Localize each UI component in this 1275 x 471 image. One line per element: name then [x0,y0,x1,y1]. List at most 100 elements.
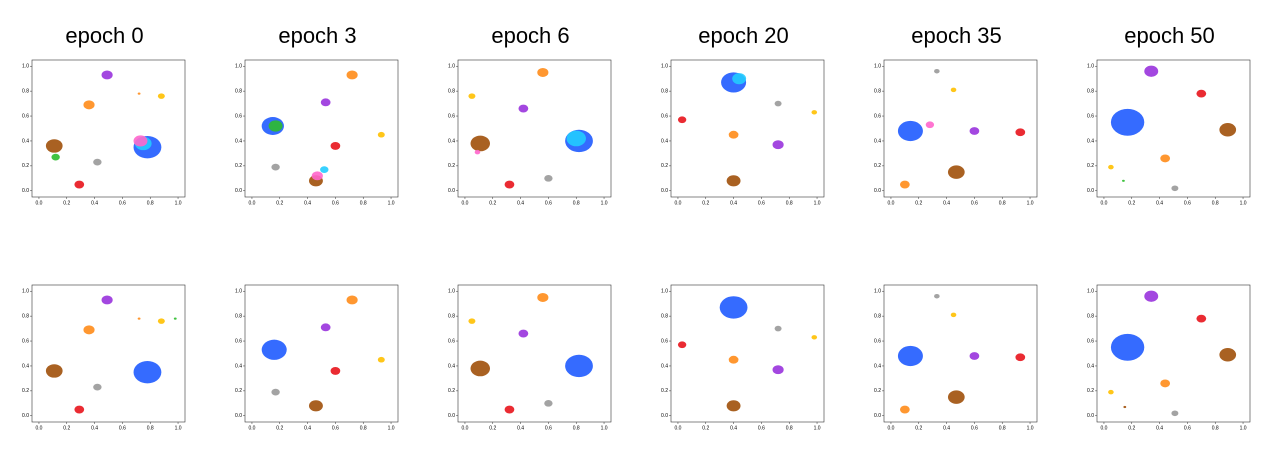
y-tick-label: 0.2 [235,163,242,169]
y-tick-label: 0.8 [448,88,455,94]
cluster-point [474,149,481,155]
chart-title: epoch 20 [698,23,789,48]
x-tick-label: 0.6 [971,425,978,431]
y-tick-label: 0.6 [661,113,668,119]
x-tick-label: 0.8 [573,200,580,206]
plot-frame [457,59,612,198]
x-tick-label: 0.2 [1128,200,1135,206]
x-tick-label: 0.4 [730,425,737,431]
y-tick-label: 0.2 [235,388,242,394]
y-tick-label: 0.2 [1087,163,1094,169]
cluster-point [544,174,553,182]
cluster-point [518,104,529,113]
x-tick-label: 0.4 [730,200,737,206]
cluster-point [811,335,818,340]
y-tick-label: 0.0 [448,188,455,194]
y-tick-label: 0.6 [235,113,242,119]
chart-title: epoch 6 [491,23,569,48]
x-tick-label: 0.4 [304,425,311,431]
y-tick-label: 0.8 [661,88,668,94]
y-tick-label: 0.0 [874,188,881,194]
plot-frame [883,59,1038,198]
y-tick-label: 0.8 [874,88,881,94]
x-tick-label: 0.2 [915,425,922,431]
x-tick-label: 0.4 [91,200,98,206]
cluster-point [271,388,280,396]
cluster-point [133,135,148,147]
cluster-point [74,405,85,414]
plot-frame [31,59,186,198]
x-tick-label: 0.8 [360,425,367,431]
y-tick-label: 0.8 [448,313,455,319]
cluster-point [1160,379,1171,388]
cluster-point [925,121,935,129]
y-tick-label: 1.0 [448,64,455,70]
cluster-point [268,120,283,132]
x-tick-label: 0.2 [63,425,70,431]
cluster-point [157,93,165,99]
cluster-point [1196,314,1207,323]
cluster-point [74,180,85,189]
x-tick-label: 0.2 [489,200,496,206]
cluster-point [732,73,747,85]
cluster-point [728,130,739,139]
x-tick-label: 0.2 [702,425,709,431]
y-tick-label: 0.2 [1087,388,1094,394]
x-tick-label: 1.0 [175,200,182,206]
x-tick-label: 0.4 [943,425,950,431]
y-tick-label: 0.2 [661,163,668,169]
cluster-point [330,367,341,375]
cluster-point [330,142,341,150]
x-tick-label: 0.0 [674,425,681,431]
cluster-point [83,100,95,110]
x-tick-label: 1.0 [1027,425,1034,431]
cluster-point [83,325,95,335]
cluster-point [899,405,910,414]
cluster-point [1219,348,1237,362]
x-tick-label: 0.4 [1156,200,1163,206]
cluster-point [468,93,476,99]
y-tick-label: 0.2 [448,163,455,169]
cluster-point [544,399,553,407]
cluster-point [137,92,141,95]
cluster-point [772,140,784,150]
cluster-point [101,295,113,305]
x-tick-label: 0.6 [119,200,126,206]
x-tick-label: 1.0 [1027,200,1034,206]
cluster-point [897,345,923,367]
x-tick-label: 0.6 [971,200,978,206]
plot-frame [670,59,825,198]
x-tick-label: 0.8 [786,200,793,206]
cluster-point [271,163,280,171]
cluster-point [565,354,593,378]
y-tick-label: 0.4 [1087,138,1094,144]
y-tick-label: 0.0 [22,188,29,194]
cluster-point [504,180,515,189]
cluster-point [719,296,748,319]
cluster-point [346,70,358,80]
cluster-point [261,339,287,360]
cluster-point [726,400,741,412]
cluster-point [45,139,63,153]
y-tick-label: 0.2 [874,163,881,169]
plot-frame [670,284,825,423]
cluster-point [899,180,910,189]
y-tick-label: 0.4 [874,363,881,369]
x-tick-label: 0.0 [35,425,42,431]
x-tick-label: 0.8 [573,425,580,431]
y-tick-label: 0.0 [235,188,242,194]
cluster-point [774,325,782,332]
x-tick-label: 0.2 [63,200,70,206]
y-tick-label: 1.0 [235,64,242,70]
x-tick-label: 1.0 [814,425,821,431]
cluster-point [950,87,957,93]
y-tick-label: 0.4 [874,138,881,144]
y-tick-label: 0.0 [235,413,242,419]
y-tick-label: 0.4 [235,363,242,369]
y-tick-label: 1.0 [1087,289,1094,295]
x-tick-label: 0.8 [147,425,154,431]
cluster-point [677,116,687,124]
plot-frame [457,284,612,423]
y-tick-label: 0.6 [874,113,881,119]
